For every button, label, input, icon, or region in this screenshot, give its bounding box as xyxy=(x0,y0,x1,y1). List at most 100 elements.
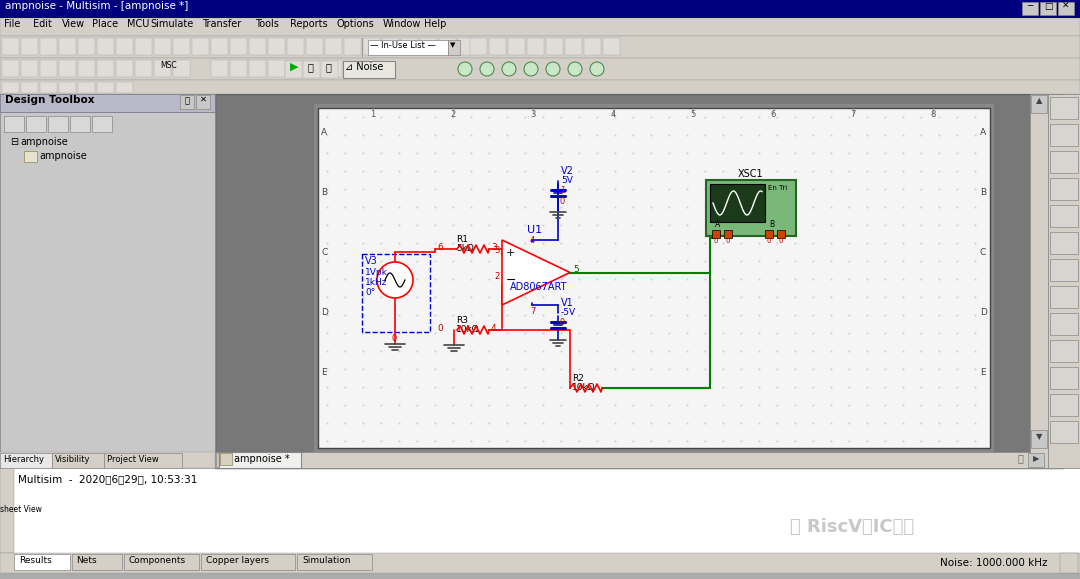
Text: AD8067ART: AD8067ART xyxy=(510,282,567,292)
Bar xyxy=(192,38,210,55)
Bar xyxy=(306,60,323,77)
Bar xyxy=(1050,259,1078,281)
Bar xyxy=(0,80,1080,94)
Bar xyxy=(303,61,320,78)
Text: MCU: MCU xyxy=(126,19,149,29)
Bar xyxy=(420,38,437,55)
Text: MSC: MSC xyxy=(160,61,177,70)
Bar xyxy=(211,38,228,55)
Text: Hierarchy: Hierarchy xyxy=(3,455,44,464)
Bar xyxy=(363,38,380,55)
Text: 5: 5 xyxy=(573,265,579,273)
Bar xyxy=(489,38,507,55)
Circle shape xyxy=(502,62,516,76)
Text: 8: 8 xyxy=(930,110,935,119)
Text: ▲: ▲ xyxy=(1036,96,1042,105)
Bar xyxy=(59,82,76,93)
Text: ◀: ◀ xyxy=(220,454,227,463)
Text: V3: V3 xyxy=(365,256,378,266)
Bar xyxy=(52,453,104,468)
Bar xyxy=(215,94,1063,468)
Text: R2: R2 xyxy=(572,374,584,383)
Bar xyxy=(438,38,456,55)
Bar xyxy=(287,60,303,77)
Text: Visibility: Visibility xyxy=(55,455,91,464)
Polygon shape xyxy=(502,240,570,305)
Bar xyxy=(1050,367,1078,389)
Text: Multisim  -  2020年6月29日, 10:53:31: Multisim - 2020年6月29日, 10:53:31 xyxy=(18,474,198,484)
Bar xyxy=(1048,94,1080,468)
Text: Simulate: Simulate xyxy=(150,19,193,29)
Bar xyxy=(1050,340,1078,362)
Text: ⊟: ⊟ xyxy=(10,137,18,147)
Bar xyxy=(1050,313,1078,335)
Text: 0: 0 xyxy=(726,238,730,244)
Text: ampnoise: ampnoise xyxy=(21,137,68,147)
Text: 10kΩ: 10kΩ xyxy=(572,383,595,392)
Text: 0: 0 xyxy=(437,324,443,333)
Bar xyxy=(1050,286,1078,308)
Bar xyxy=(97,60,114,77)
Bar xyxy=(565,38,582,55)
Text: En Tri: En Tri xyxy=(768,185,787,191)
Text: C: C xyxy=(321,248,327,257)
Bar xyxy=(215,94,1063,468)
Bar xyxy=(712,230,720,238)
Text: R1: R1 xyxy=(456,235,468,244)
Text: Edit: Edit xyxy=(33,19,52,29)
Text: R3: R3 xyxy=(456,316,468,325)
Bar xyxy=(318,108,990,448)
Text: -5V: -5V xyxy=(561,308,576,317)
Text: 5: 5 xyxy=(690,110,696,119)
Text: 0°: 0° xyxy=(365,288,375,297)
Text: — In-Use List —: — In-Use List — xyxy=(370,41,436,50)
Text: Window: Window xyxy=(383,19,421,29)
Bar xyxy=(268,38,285,55)
Bar xyxy=(230,38,247,55)
Text: D: D xyxy=(980,308,987,317)
Circle shape xyxy=(568,62,582,76)
Text: Noise: 1000.000 kHz: Noise: 1000.000 kHz xyxy=(940,558,1048,568)
Bar xyxy=(21,82,38,93)
Text: A: A xyxy=(321,128,327,137)
Text: B: B xyxy=(769,220,774,229)
Bar xyxy=(0,452,215,468)
Text: Transfer: Transfer xyxy=(202,19,242,29)
Text: 🗑: 🗑 xyxy=(1017,453,1023,463)
Bar xyxy=(0,18,1080,36)
Bar xyxy=(2,82,19,93)
Bar xyxy=(97,82,114,93)
Bar xyxy=(382,38,399,55)
Bar xyxy=(59,60,76,77)
Bar xyxy=(116,60,133,77)
Bar xyxy=(116,38,133,55)
Text: XSC1: XSC1 xyxy=(739,169,764,179)
Bar xyxy=(470,38,487,55)
Bar xyxy=(0,112,215,467)
Bar xyxy=(1040,2,1056,15)
Text: View: View xyxy=(63,19,85,29)
Text: +: + xyxy=(507,248,515,258)
Text: B: B xyxy=(321,188,327,197)
Bar xyxy=(154,38,171,55)
Text: Design Toolbox: Design Toolbox xyxy=(5,95,95,105)
Bar xyxy=(97,38,114,55)
Text: ⏸: ⏸ xyxy=(308,62,314,72)
Text: ▶: ▶ xyxy=(1032,454,1039,463)
Bar xyxy=(135,38,152,55)
Bar xyxy=(603,38,620,55)
Bar xyxy=(306,38,323,55)
Bar xyxy=(1022,2,1038,15)
Bar xyxy=(458,38,475,55)
Text: C: C xyxy=(980,248,986,257)
Text: ✕: ✕ xyxy=(1063,2,1070,11)
Bar xyxy=(1050,97,1078,119)
Bar xyxy=(0,553,1080,573)
Text: ▼: ▼ xyxy=(1036,432,1042,441)
Text: Place: Place xyxy=(92,19,118,29)
Bar xyxy=(363,60,380,77)
Text: ampnoise - Multisim - [ampnoise *]: ampnoise - Multisim - [ampnoise *] xyxy=(5,1,188,11)
Text: 4: 4 xyxy=(530,236,536,245)
Text: 0: 0 xyxy=(767,238,771,244)
Circle shape xyxy=(590,62,604,76)
